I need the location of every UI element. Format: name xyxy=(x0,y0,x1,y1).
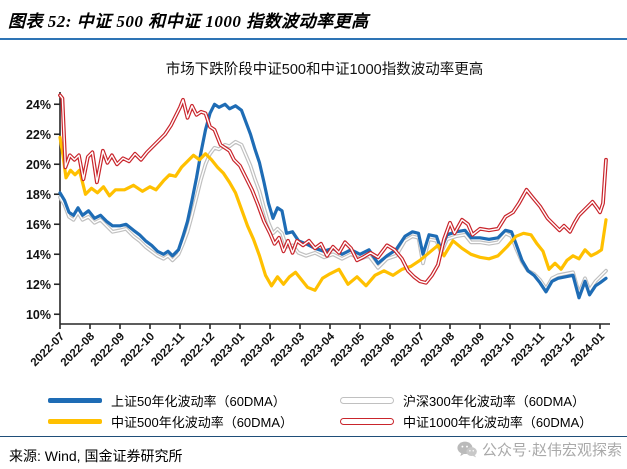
y-tick-label: 12% xyxy=(26,278,51,292)
y-tick-label: 14% xyxy=(26,248,51,262)
legend-item: 上证50年化波动率（60DMA） xyxy=(48,392,340,409)
volatility-line-chart: 10%12%14%16%18%20%22%24%2022-072022-0820… xyxy=(26,92,610,369)
legend-swatch-line xyxy=(48,419,102,424)
chart-title: 市场下跌阶段中证500和中证1000指数波动率更高 xyxy=(165,62,484,78)
watermark: 公众号·赵伟宏观探索 xyxy=(457,439,622,460)
figure-header: 图表 52: 中证 500 和中证 1000 指数波动率更高 xyxy=(0,0,627,40)
legend-item: 中证1000年化波动率（60DMA） xyxy=(340,413,592,430)
legend-swatch-line xyxy=(48,398,102,403)
y-tick-label: 18% xyxy=(26,188,51,202)
y-tick-label: 16% xyxy=(26,218,51,232)
wechat-icon xyxy=(457,441,477,458)
legend-label: 中证1000年化波动率（60DMA） xyxy=(403,415,593,430)
legend-label: 沪深300年化波动率（60DMA） xyxy=(403,394,586,409)
series-line xyxy=(58,102,608,300)
figure-title: 图表 52: 中证 500 和中证 1000 指数波动率更高 xyxy=(8,12,369,31)
watermark-text: 公众号·赵伟宏观探索 xyxy=(482,442,622,459)
y-tick-label: 20% xyxy=(26,158,51,172)
legend-swatch-hollow-line xyxy=(340,418,394,425)
y-tick-label: 24% xyxy=(26,98,51,112)
figure-footer: 来源: Wind, 国金证券研究所 公众号·赵伟宏观探索 xyxy=(0,436,627,469)
x-tick-label: 2024-01 xyxy=(569,330,608,369)
legend-item: 沪深300年化波动率（60DMA） xyxy=(340,392,592,409)
chart-legend: 上证50年化波动率（60DMA） 沪深300年化波动率（60DMA） 中证500年化… xyxy=(48,392,592,430)
y-tick-label: 10% xyxy=(26,308,51,322)
legend-item: 中证500年化波动率（60DMA） xyxy=(48,413,340,430)
legend-swatch-hollow-line xyxy=(340,397,394,404)
series-line xyxy=(58,135,608,292)
series-line-core xyxy=(59,94,607,284)
y-tick-label: 22% xyxy=(26,128,51,142)
source-note: 来源: Wind, 国金证券研究所 xyxy=(9,448,183,464)
legend-label: 中证500年化波动率（60DMA） xyxy=(111,415,294,430)
legend-label: 上证50年化波动率（60DMA） xyxy=(111,394,286,409)
